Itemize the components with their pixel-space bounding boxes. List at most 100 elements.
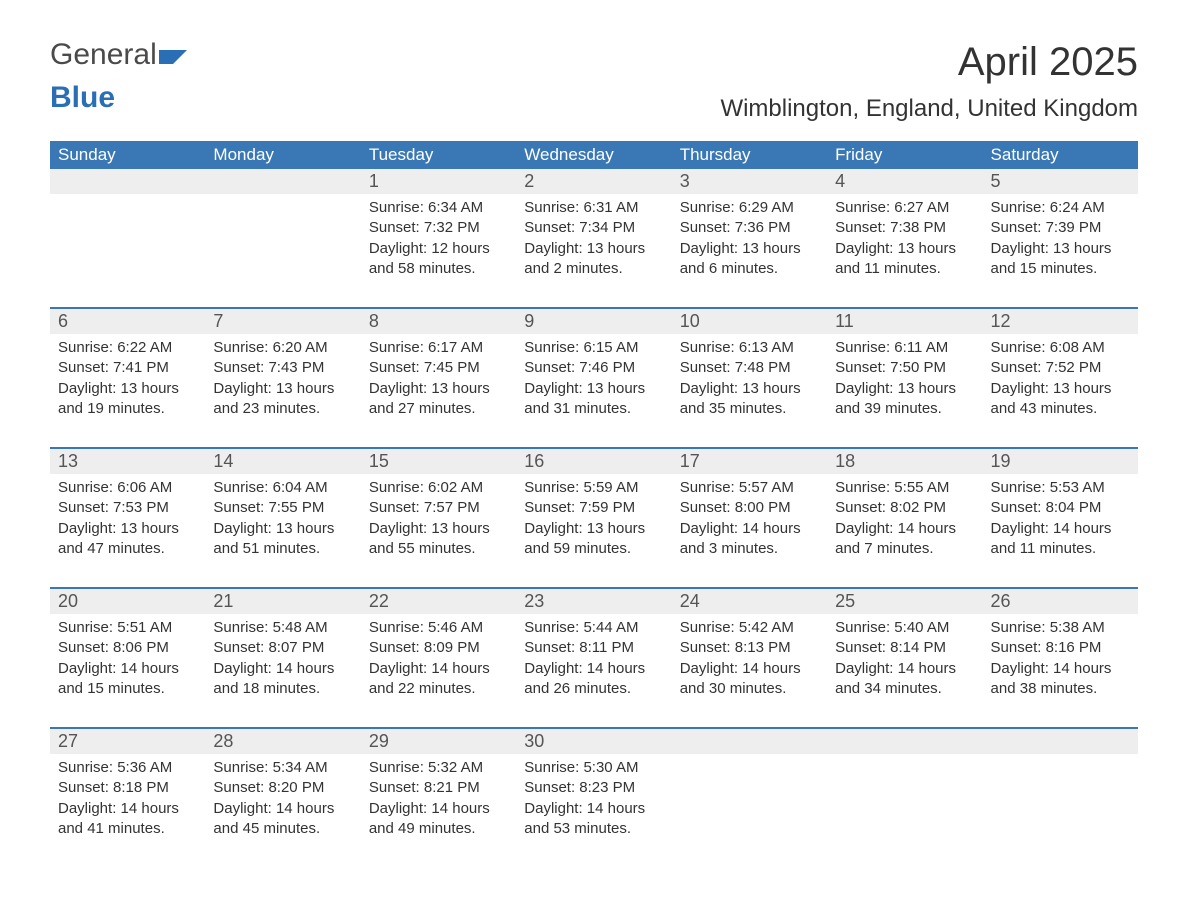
detail-line-day2: and 59 minutes. <box>524 539 663 559</box>
detail-line-sunrise: Sunrise: 6:29 AM <box>680 198 819 218</box>
detail-line-sunset: Sunset: 7:34 PM <box>524 218 663 238</box>
day-number <box>205 169 360 194</box>
day-number-row: 13141516171819 <box>50 449 1138 474</box>
detail-line-day2: and 3 minutes. <box>680 539 819 559</box>
day-number: 15 <box>361 449 516 474</box>
detail-line-day2: and 47 minutes. <box>58 539 197 559</box>
detail-line-sunset: Sunset: 8:11 PM <box>524 638 663 658</box>
day-detail: Sunrise: 6:13 AMSunset: 7:48 PMDaylight:… <box>672 334 827 429</box>
detail-line-day1: Daylight: 13 hours <box>524 519 663 539</box>
day-number-row: 12345 <box>50 169 1138 194</box>
day-number: 18 <box>827 449 982 474</box>
detail-line-sunrise: Sunrise: 5:48 AM <box>213 618 352 638</box>
detail-line-day1: Daylight: 14 hours <box>369 799 508 819</box>
detail-line-sunrise: Sunrise: 5:46 AM <box>369 618 508 638</box>
weekday-header: Monday <box>205 141 360 169</box>
detail-line-day1: Daylight: 13 hours <box>369 379 508 399</box>
day-number-row: 6789101112 <box>50 309 1138 334</box>
detail-line-sunset: Sunset: 8:18 PM <box>58 778 197 798</box>
detail-line-sunrise: Sunrise: 5:38 AM <box>991 618 1130 638</box>
day-number: 6 <box>50 309 205 334</box>
weekday-header: Thursday <box>672 141 827 169</box>
day-number <box>983 729 1138 754</box>
day-detail <box>50 194 205 289</box>
day-number: 13 <box>50 449 205 474</box>
detail-line-day2: and 51 minutes. <box>213 539 352 559</box>
day-number: 21 <box>205 589 360 614</box>
detail-line-day2: and 43 minutes. <box>991 399 1130 419</box>
detail-line-sunset: Sunset: 8:16 PM <box>991 638 1130 658</box>
detail-line-day2: and 35 minutes. <box>680 399 819 419</box>
calendar-week: 6789101112 Sunrise: 6:22 AMSunset: 7:41 P… <box>50 307 1138 429</box>
day-detail: Sunrise: 5:44 AMSunset: 8:11 PMDaylight:… <box>516 614 671 709</box>
detail-line-day1: Daylight: 13 hours <box>213 519 352 539</box>
day-number: 16 <box>516 449 671 474</box>
detail-line-sunrise: Sunrise: 5:32 AM <box>369 758 508 778</box>
detail-line-day2: and 30 minutes. <box>680 679 819 699</box>
detail-line-day1: Daylight: 12 hours <box>369 239 508 259</box>
detail-line-sunrise: Sunrise: 6:22 AM <box>58 338 197 358</box>
detail-line-sunset: Sunset: 7:53 PM <box>58 498 197 518</box>
detail-line-sunrise: Sunrise: 6:08 AM <box>991 338 1130 358</box>
detail-line-day2: and 26 minutes. <box>524 679 663 699</box>
weekday-header: Wednesday <box>516 141 671 169</box>
detail-line-day1: Daylight: 13 hours <box>524 379 663 399</box>
day-detail: Sunrise: 5:48 AMSunset: 8:07 PMDaylight:… <box>205 614 360 709</box>
detail-line-day1: Daylight: 14 hours <box>213 659 352 679</box>
day-number: 27 <box>50 729 205 754</box>
day-number: 7 <box>205 309 360 334</box>
day-detail: Sunrise: 6:20 AMSunset: 7:43 PMDaylight:… <box>205 334 360 429</box>
day-number: 11 <box>827 309 982 334</box>
detail-line-day2: and 7 minutes. <box>835 539 974 559</box>
calendar-week: 27282930Sunrise: 5:36 AMSunset: 8:18 PMD… <box>50 727 1138 849</box>
logo-flag-icon <box>159 46 187 69</box>
detail-line-sunrise: Sunrise: 5:40 AM <box>835 618 974 638</box>
detail-line-day1: Daylight: 13 hours <box>680 379 819 399</box>
detail-line-sunset: Sunset: 7:32 PM <box>369 218 508 238</box>
detail-line-sunrise: Sunrise: 6:24 AM <box>991 198 1130 218</box>
month-title: April 2025 <box>720 40 1138 85</box>
detail-line-sunrise: Sunrise: 5:42 AM <box>680 618 819 638</box>
day-detail: Sunrise: 5:34 AMSunset: 8:20 PMDaylight:… <box>205 754 360 849</box>
day-detail: Sunrise: 6:34 AMSunset: 7:32 PMDaylight:… <box>361 194 516 289</box>
day-number: 10 <box>672 309 827 334</box>
detail-line-day1: Daylight: 14 hours <box>835 659 974 679</box>
detail-line-sunrise: Sunrise: 6:04 AM <box>213 478 352 498</box>
detail-line-day1: Daylight: 13 hours <box>213 379 352 399</box>
day-detail: Sunrise: 6:31 AMSunset: 7:34 PMDaylight:… <box>516 194 671 289</box>
day-number: 19 <box>983 449 1138 474</box>
day-number <box>827 729 982 754</box>
detail-line-day2: and 11 minutes. <box>835 259 974 279</box>
detail-line-day2: and 15 minutes. <box>991 259 1130 279</box>
day-detail: Sunrise: 6:27 AMSunset: 7:38 PMDaylight:… <box>827 194 982 289</box>
day-detail: Sunrise: 6:15 AMSunset: 7:46 PMDaylight:… <box>516 334 671 429</box>
day-detail: Sunrise: 5:51 AMSunset: 8:06 PMDaylight:… <box>50 614 205 709</box>
detail-line-day2: and 27 minutes. <box>369 399 508 419</box>
day-detail <box>983 754 1138 849</box>
day-detail: Sunrise: 6:11 AMSunset: 7:50 PMDaylight:… <box>827 334 982 429</box>
day-number: 29 <box>361 729 516 754</box>
detail-line-day2: and 31 minutes. <box>524 399 663 419</box>
detail-line-sunrise: Sunrise: 5:53 AM <box>991 478 1130 498</box>
detail-line-sunset: Sunset: 8:06 PM <box>58 638 197 658</box>
day-number: 17 <box>672 449 827 474</box>
detail-line-sunrise: Sunrise: 5:51 AM <box>58 618 197 638</box>
day-detail: Sunrise: 5:42 AMSunset: 8:13 PMDaylight:… <box>672 614 827 709</box>
detail-line-sunset: Sunset: 8:23 PM <box>524 778 663 798</box>
day-number: 14 <box>205 449 360 474</box>
detail-line-day2: and 55 minutes. <box>369 539 508 559</box>
day-detail-row: Sunrise: 5:51 AMSunset: 8:06 PMDaylight:… <box>50 614 1138 709</box>
detail-line-sunrise: Sunrise: 6:34 AM <box>369 198 508 218</box>
location-subtitle: Wimblington, England, United Kingdom <box>720 95 1138 123</box>
detail-line-sunset: Sunset: 8:07 PM <box>213 638 352 658</box>
detail-line-sunset: Sunset: 7:41 PM <box>58 358 197 378</box>
detail-line-day1: Daylight: 13 hours <box>58 519 197 539</box>
day-detail: Sunrise: 5:59 AMSunset: 7:59 PMDaylight:… <box>516 474 671 569</box>
day-number: 23 <box>516 589 671 614</box>
day-detail-row: Sunrise: 6:34 AMSunset: 7:32 PMDaylight:… <box>50 194 1138 289</box>
weekday-header: Saturday <box>983 141 1138 169</box>
detail-line-day1: Daylight: 14 hours <box>58 659 197 679</box>
day-number: 20 <box>50 589 205 614</box>
day-number: 22 <box>361 589 516 614</box>
day-number-row: 27282930 <box>50 729 1138 754</box>
